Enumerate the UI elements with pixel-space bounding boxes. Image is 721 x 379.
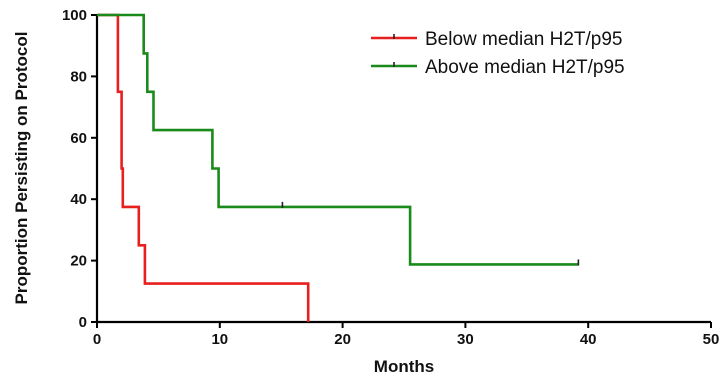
y-tick-label: 20 — [70, 253, 87, 270]
x-tick-label: 20 — [334, 331, 351, 348]
axes: 0 10 20 30 40 50 0 20 40 60 80 100 — [62, 7, 719, 348]
y-tick-label: 0 — [79, 314, 87, 331]
x-tick-label: 50 — [703, 331, 720, 348]
x-tick-label: 0 — [93, 331, 101, 348]
legend-label: Below median H2T/p95 — [425, 29, 623, 50]
series-line-above-median — [97, 13, 579, 266]
legend: Below median H2T/p95 Above median H2T/p95 — [371, 29, 625, 78]
x-tick-label: 40 — [580, 331, 597, 348]
x-tick-label: 30 — [457, 331, 474, 348]
y-tick-label: 80 — [70, 68, 87, 85]
legend-label: Above median H2T/p95 — [425, 57, 625, 78]
series-line-below-median — [97, 13, 310, 322]
series-layer — [97, 13, 580, 322]
y-axis-title: Proportion Persisting on Protocol — [12, 32, 31, 305]
y-tick-label: 40 — [70, 191, 87, 208]
y-tick-label: 100 — [62, 7, 87, 24]
y-tick-label: 60 — [70, 130, 87, 147]
x-axis-title: Months — [374, 357, 434, 376]
x-tick-label: 10 — [211, 331, 228, 348]
